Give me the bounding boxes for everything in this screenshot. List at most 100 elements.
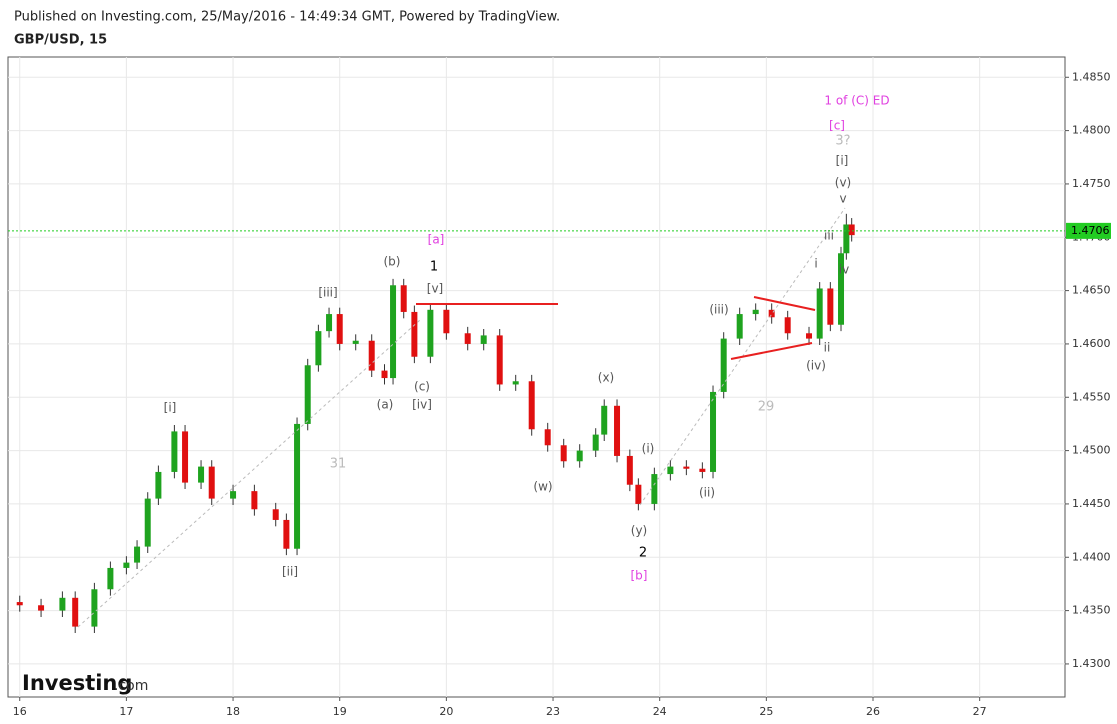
candle-body [464,333,471,344]
wave-label: [i] [836,154,849,168]
candle-body [144,498,151,547]
candle-body [736,314,743,339]
candle-body [38,605,45,611]
x-tick-label: 25 [759,705,773,718]
x-tick-label: 20 [439,705,453,718]
candle-body [843,224,850,254]
wave-label: [a] [428,233,445,247]
last-price-box [1066,222,1111,239]
wave-label: [i] [164,401,177,415]
wave-label: 31 [330,457,347,472]
y-tick-label: 1.4550 [1072,390,1111,403]
candle-body [592,434,599,451]
candles [16,213,855,633]
chart-title: GBP/USD, 15 [14,33,107,48]
candle-body [816,288,823,339]
y-tick-label: 1.4650 [1072,284,1111,297]
candle-body [601,405,608,435]
candle-body [480,335,487,344]
candle-body [496,335,503,385]
candle-body [626,455,633,485]
x-tick-label: 16 [13,705,27,718]
candle-body [427,309,434,357]
wave-label: (b) [384,255,401,269]
drawings [77,207,846,628]
wave-label: (a) [377,398,394,412]
red-line [753,296,816,311]
wave-label: 3? [835,134,850,149]
candle-body [411,311,418,357]
wave-label: [iii] [318,286,337,300]
candle-body [381,370,388,379]
y-tick-label: 1.4400 [1072,550,1111,563]
wave-label: (c) [414,380,430,394]
wave-label: (iv) [806,359,826,373]
candle-body [107,567,114,590]
candle-body [752,309,759,315]
wave-label: 2 [639,546,647,561]
candle-body [304,365,311,424]
candle-body [512,381,519,385]
candle-body [710,391,717,472]
wave-label: [b] [631,569,648,583]
wave-label: 1 of (C) ED [824,94,889,108]
wave-label: i [814,257,817,271]
wave-label: 1 [430,260,438,275]
x-tick-label: 24 [653,705,667,718]
y-tick-label: 1.4450 [1072,497,1111,510]
candle-body [230,491,237,499]
x-tick-label: 27 [973,705,987,718]
x-tick-label: 19 [333,705,347,718]
wave-label: [ii] [282,565,298,579]
candle-body [848,224,855,236]
candle-body [16,602,23,606]
wave-label: iii [824,229,834,243]
candle-body [208,466,215,499]
candle-body [699,468,706,472]
candle-body [182,431,189,483]
x-tick-label: 18 [226,705,240,718]
candle-body [294,423,301,549]
candle-body [827,288,834,325]
grid [8,57,1065,697]
wave-label: ii [824,341,831,355]
candle-body [336,314,343,344]
wave-label: (i) [642,442,655,456]
candle-body [667,466,674,475]
candle-body [326,314,333,332]
wave-label: [v] [427,282,443,296]
candle-body [768,309,775,318]
y-tick-label: 1.4600 [1072,337,1111,350]
wave-label: iv [839,263,849,277]
candle-body [806,333,813,339]
wave-label: (y) [631,524,647,538]
x-tick-label: 26 [866,705,880,718]
published-note: Published on Investing.com, 25/May/2016 … [14,10,560,25]
candle-body [528,381,535,430]
wave-label: 29 [758,400,775,415]
candle-body [272,509,279,520]
candle-body [198,466,205,483]
y-tick-label: 1.4500 [1072,444,1111,457]
wave-label: (w) [533,480,552,494]
candle-body [390,285,397,379]
annotations: 1 of (C) ED [c] 3? [i] (v) v iii iv i ii… [164,94,890,583]
candle-body [134,546,141,563]
candle-body [544,429,551,446]
candle-body [251,491,258,510]
candle-body [171,431,178,472]
y-tick-label: 1.4800 [1072,124,1111,137]
trend-dashed [77,319,421,628]
y-tick-label: 1.4300 [1072,657,1111,670]
wave-label: (x) [598,371,614,385]
wave-label: (iii) [709,303,728,317]
logo-suffix: .com [114,678,148,694]
candle-body [683,466,690,469]
candle-body [838,253,845,325]
candle-body [400,285,407,312]
candle-body [651,474,658,504]
candle-body [720,338,727,392]
candle-body [91,589,98,627]
wave-label: v [839,192,846,206]
